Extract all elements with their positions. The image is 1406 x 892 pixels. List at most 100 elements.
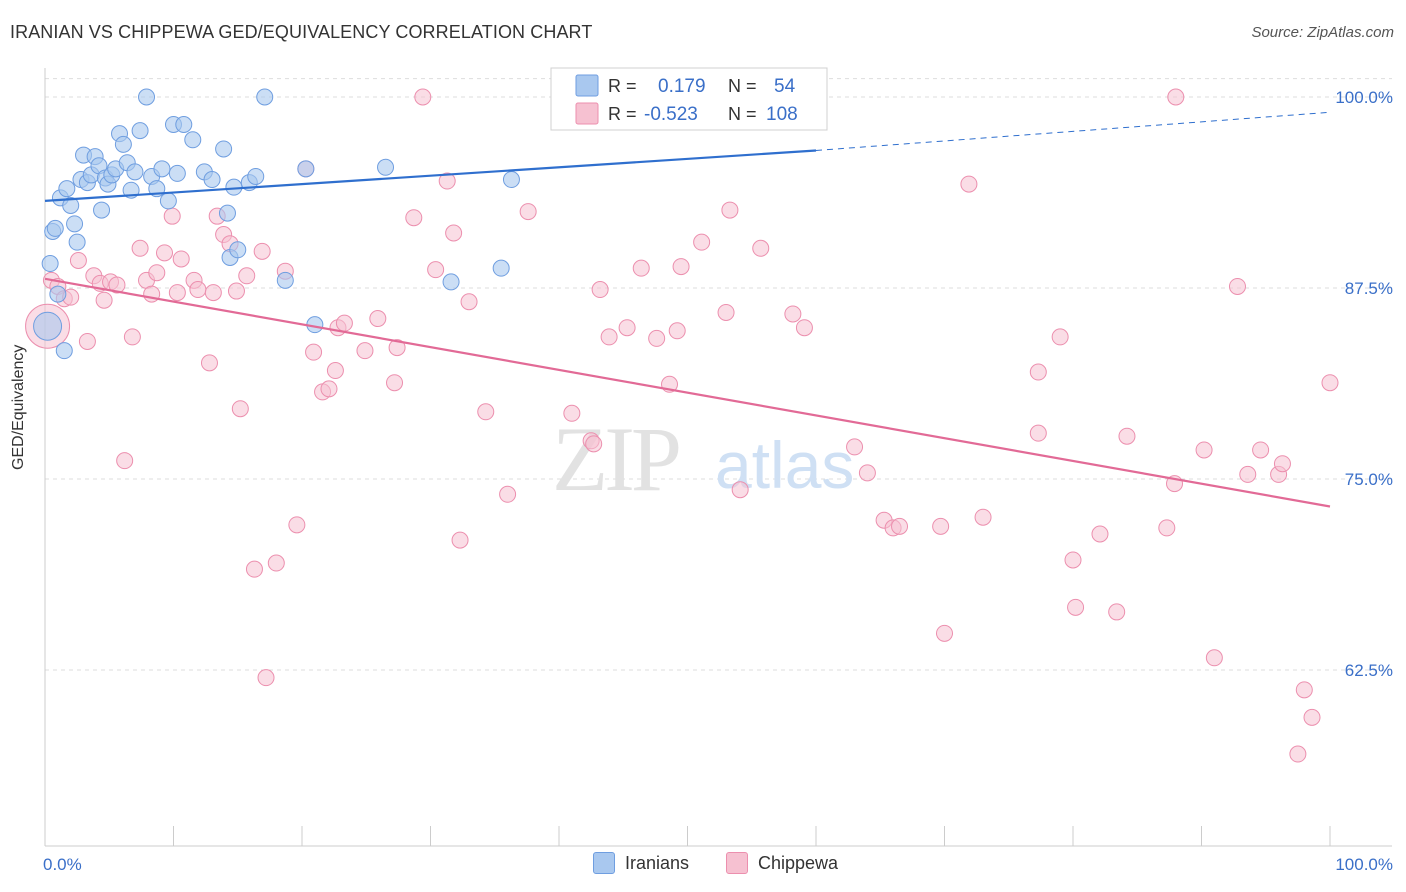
x-tick-label-end: 100.0% bbox=[1335, 855, 1393, 874]
chippewa-point bbox=[116, 452, 134, 470]
chippewa-point bbox=[108, 276, 126, 294]
chippewa-point bbox=[960, 175, 978, 193]
y-tick-label: 75.0% bbox=[1345, 470, 1393, 489]
chippewa-point bbox=[356, 342, 374, 360]
x-tick-labels: 0.0% 100.0% bbox=[43, 855, 1393, 874]
legend-r-value-2: -0.523 bbox=[644, 104, 698, 125]
chippewa-point bbox=[1064, 551, 1082, 569]
watermark: ZIP atlas bbox=[552, 408, 854, 510]
bottom-legend-chippewa: Chippewa bbox=[726, 852, 838, 874]
chippewa-point bbox=[784, 305, 802, 323]
y-tick-label: 62.5% bbox=[1345, 661, 1393, 680]
chippewa-point bbox=[131, 239, 149, 257]
legend-n-value-1: 54 bbox=[774, 76, 796, 97]
chippewa-point bbox=[148, 264, 166, 282]
trend-lines bbox=[44, 111, 1331, 508]
chippewa-point bbox=[1239, 465, 1257, 483]
chippewa-point bbox=[172, 250, 190, 268]
chippewa-point bbox=[326, 362, 344, 380]
legend-n-label-1: N = bbox=[728, 76, 757, 96]
chippewa-point bbox=[1158, 519, 1176, 537]
iranian-point bbox=[93, 201, 111, 219]
chippewa-point bbox=[305, 343, 323, 361]
chippewa-point bbox=[257, 669, 275, 687]
chippewa-point bbox=[451, 531, 469, 549]
chippewa-point bbox=[168, 284, 186, 302]
chippewa-point bbox=[388, 339, 406, 357]
iranian-point bbox=[62, 196, 80, 214]
iranian-point bbox=[55, 342, 73, 360]
iranian-point bbox=[168, 164, 186, 182]
chippewa-point bbox=[1295, 681, 1313, 699]
chippewa-point bbox=[78, 332, 96, 350]
chippewa-point bbox=[335, 314, 353, 332]
chippewa-point bbox=[795, 319, 813, 337]
chippewa-point bbox=[460, 293, 478, 311]
legend-r-value-1: 0.179 bbox=[658, 76, 706, 97]
chippewa-point bbox=[231, 400, 249, 418]
iranian-point bbox=[297, 160, 315, 178]
iranians-swatch bbox=[593, 852, 615, 874]
legend-swatch-chippewa bbox=[575, 102, 599, 125]
chippewa-point bbox=[267, 554, 285, 572]
iranian-point bbox=[502, 171, 520, 189]
chippewa-point bbox=[95, 291, 113, 309]
chippewa-point bbox=[1273, 455, 1291, 473]
iranian-point bbox=[66, 215, 84, 233]
chippewa-point bbox=[519, 203, 537, 221]
chippewa-point bbox=[227, 282, 245, 300]
iranian-point bbox=[33, 311, 63, 341]
iranian-point bbox=[159, 192, 177, 210]
iranian-point bbox=[138, 88, 156, 106]
chippewa-point bbox=[1118, 427, 1136, 445]
chippewa-point bbox=[69, 251, 87, 269]
chippewa-point bbox=[632, 259, 650, 277]
chippewa-label: Chippewa bbox=[758, 852, 839, 873]
chippewa-point bbox=[1029, 424, 1047, 442]
chippewa-point bbox=[369, 310, 387, 328]
watermark-zip: ZIP bbox=[552, 408, 679, 510]
chippewa-point bbox=[477, 403, 495, 421]
chippewa-point bbox=[585, 435, 603, 453]
y-tick-labels: 62.5% 75.0% 87.5% 100.0% bbox=[1335, 88, 1393, 680]
chippewa-point bbox=[752, 239, 770, 257]
chippewa-point bbox=[414, 88, 432, 106]
chart-title: IRANIAN VS CHIPPEWA GED/EQUIVALENCY CORR… bbox=[10, 22, 593, 42]
chippewa-point bbox=[618, 319, 636, 337]
iranian-point bbox=[41, 255, 59, 273]
chippewa-point bbox=[1205, 649, 1223, 667]
legend-n-label-2: N = bbox=[728, 104, 757, 124]
iranian-point bbox=[492, 259, 510, 277]
chippewa-point bbox=[731, 481, 749, 499]
chippewa-point bbox=[245, 560, 263, 578]
legend-r-label-2: R = bbox=[608, 104, 637, 124]
iranian-point bbox=[68, 233, 86, 251]
chippewa-point bbox=[1108, 603, 1126, 621]
iranian-point bbox=[153, 160, 171, 178]
iranians-trend-extension bbox=[815, 111, 1331, 151]
y-tick-label: 100.0% bbox=[1335, 88, 1393, 107]
chippewa-point bbox=[591, 281, 609, 299]
chippewa-point bbox=[1228, 277, 1246, 295]
iranian-point bbox=[184, 131, 202, 149]
chippewa-point bbox=[445, 224, 463, 242]
chippewa-point bbox=[717, 303, 735, 321]
chippewa-point bbox=[1303, 708, 1321, 726]
chippewa-point bbox=[891, 517, 909, 535]
iranian-point bbox=[377, 158, 395, 176]
iranian-points bbox=[33, 88, 726, 360]
iranian-point bbox=[215, 140, 233, 158]
chippewa-point bbox=[499, 485, 517, 503]
axes bbox=[44, 68, 1392, 847]
iranian-point bbox=[256, 88, 274, 106]
iranian-point bbox=[114, 135, 132, 153]
chippewa-point bbox=[1195, 441, 1213, 459]
legend-n-value-2: 108 bbox=[766, 104, 798, 125]
chippewa-point bbox=[974, 508, 992, 526]
chippewa-point bbox=[563, 404, 581, 422]
iranian-point bbox=[442, 273, 460, 291]
chippewa-point bbox=[858, 464, 876, 482]
chippewa-point bbox=[1252, 441, 1270, 459]
iranian-point bbox=[276, 271, 294, 289]
